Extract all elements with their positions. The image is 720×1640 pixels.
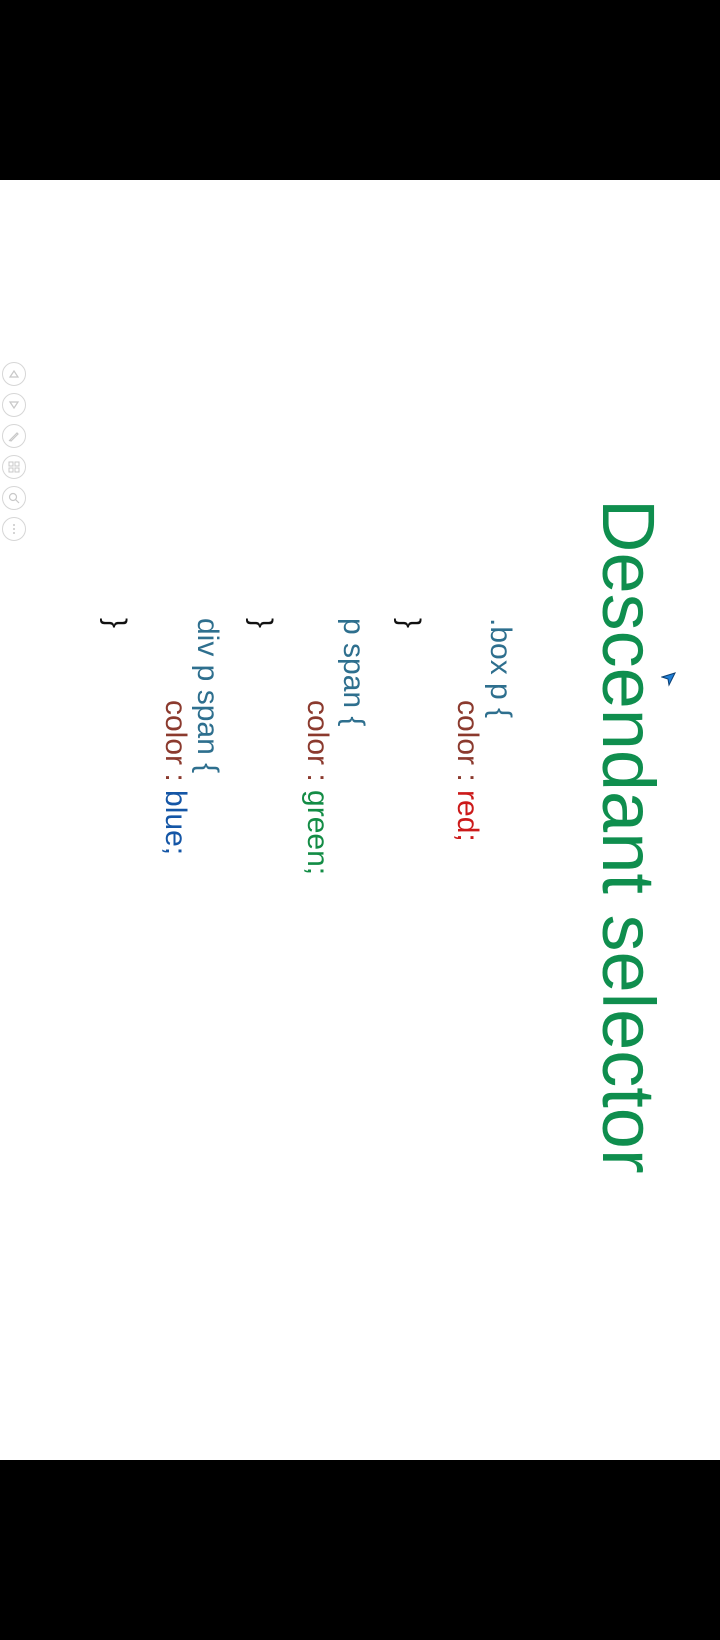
rule2-declaration: color : green; (301, 700, 334, 876)
rule1-close-brace: } (393, 618, 426, 629)
rule3-value: blue; (159, 790, 192, 856)
pointer-cursor-icon (661, 672, 676, 687)
rule2-value: green; (301, 790, 334, 876)
pen-icon[interactable] (2, 424, 26, 448)
more-options-icon[interactable] (2, 517, 26, 541)
previous-slide-icon[interactable] (2, 362, 26, 386)
slide-controls (2, 362, 32, 548)
rule1-declaration: color : red; (451, 700, 484, 842)
rule1-selector: .box p { (484, 618, 517, 719)
rule3-selector: div p span { (191, 618, 224, 774)
zoom-icon[interactable] (2, 486, 26, 510)
slide-title: Descendant selector (587, 499, 670, 1174)
rule2-selector: p span { (337, 618, 370, 727)
rule3-declaration: color : blue; (159, 700, 192, 856)
rule1-value: red; (451, 790, 484, 842)
slide-content-rotated: Descendant selector .box p { color : red… (0, 180, 720, 1460)
rule3-close-brace: } (99, 618, 132, 629)
rule2-close-brace: } (245, 618, 278, 629)
rule2-property: color : (301, 700, 334, 791)
rule1-property: color : (451, 700, 484, 791)
rule3-property: color : (159, 700, 192, 791)
slides-grid-icon[interactable] (2, 455, 26, 479)
presentation-slide: Descendant selector .box p { color : red… (0, 180, 720, 1460)
next-slide-icon[interactable] (2, 393, 26, 417)
